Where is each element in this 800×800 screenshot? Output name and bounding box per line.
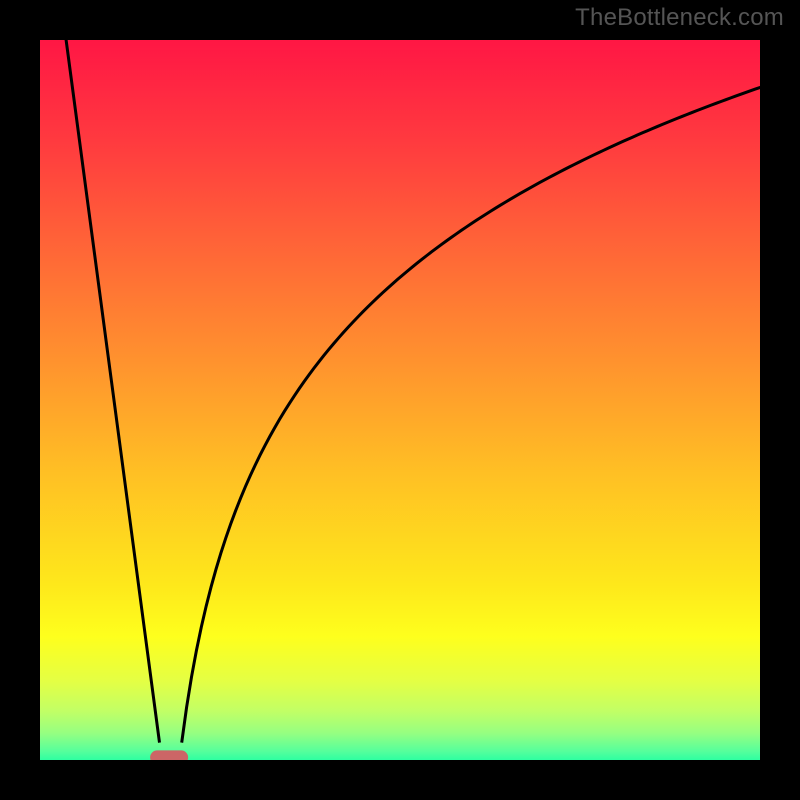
watermark-text: TheBottleneck.com (575, 4, 784, 32)
plot-border-right (760, 30, 770, 770)
chart-background (30, 30, 770, 770)
plot-border-left (30, 30, 40, 770)
bottleneck-chart (30, 30, 770, 770)
plot-border-bottom (30, 760, 770, 770)
